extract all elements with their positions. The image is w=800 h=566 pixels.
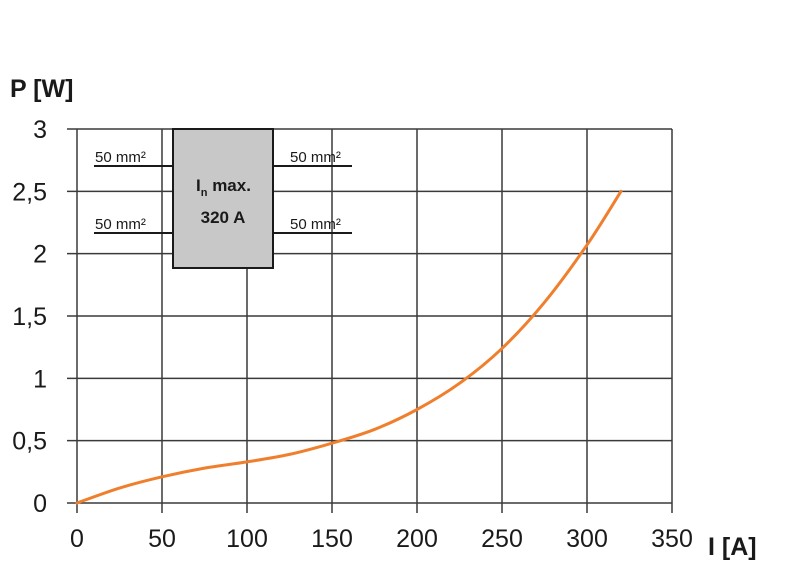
y-tick-label: 0 bbox=[33, 490, 47, 518]
tick-labels: 0 0,5 1 1,5 2 2,5 3 0 50 100 150 200 250 300 350 bbox=[12, 116, 693, 553]
x-axis-title: I [A] bbox=[708, 533, 757, 561]
y-axis-title: P [W] bbox=[10, 75, 73, 103]
device-box bbox=[172, 128, 274, 269]
x-tick-label: 50 bbox=[148, 525, 176, 553]
grid-lines bbox=[67, 128, 673, 513]
x-tick-label: 250 bbox=[481, 525, 523, 553]
device-rating-value: 320 A bbox=[201, 208, 246, 227]
wire-label-right-top: 50 mm² bbox=[290, 149, 341, 166]
x-tick-label: 200 bbox=[396, 525, 438, 553]
power-curve bbox=[75, 189, 623, 505]
x-tick-label: 0 bbox=[70, 525, 84, 553]
wire-label-left-bottom: 50 mm² bbox=[95, 216, 146, 233]
y-tick-label: 2,5 bbox=[12, 178, 47, 206]
y-tick-label: 1,5 bbox=[12, 303, 47, 331]
x-tick-label: 300 bbox=[566, 525, 608, 553]
y-tick-label: 3 bbox=[33, 116, 47, 144]
device-rating-label: In max. bbox=[196, 176, 251, 199]
wire-label-left-top: 50 mm² bbox=[95, 149, 146, 166]
x-tick-label: 150 bbox=[311, 525, 353, 553]
x-tick-label: 100 bbox=[226, 525, 268, 553]
x-tick-label: 350 bbox=[651, 525, 693, 553]
y-tick-label: 0,5 bbox=[12, 428, 47, 456]
device-diagram: 50 mm² 50 mm² 50 mm² 50 mm² In max. 320 … bbox=[94, 128, 352, 269]
y-tick-label: 1 bbox=[33, 365, 47, 393]
y-tick-label: 2 bbox=[33, 241, 47, 269]
wire-label-right-bottom: 50 mm² bbox=[290, 216, 341, 233]
